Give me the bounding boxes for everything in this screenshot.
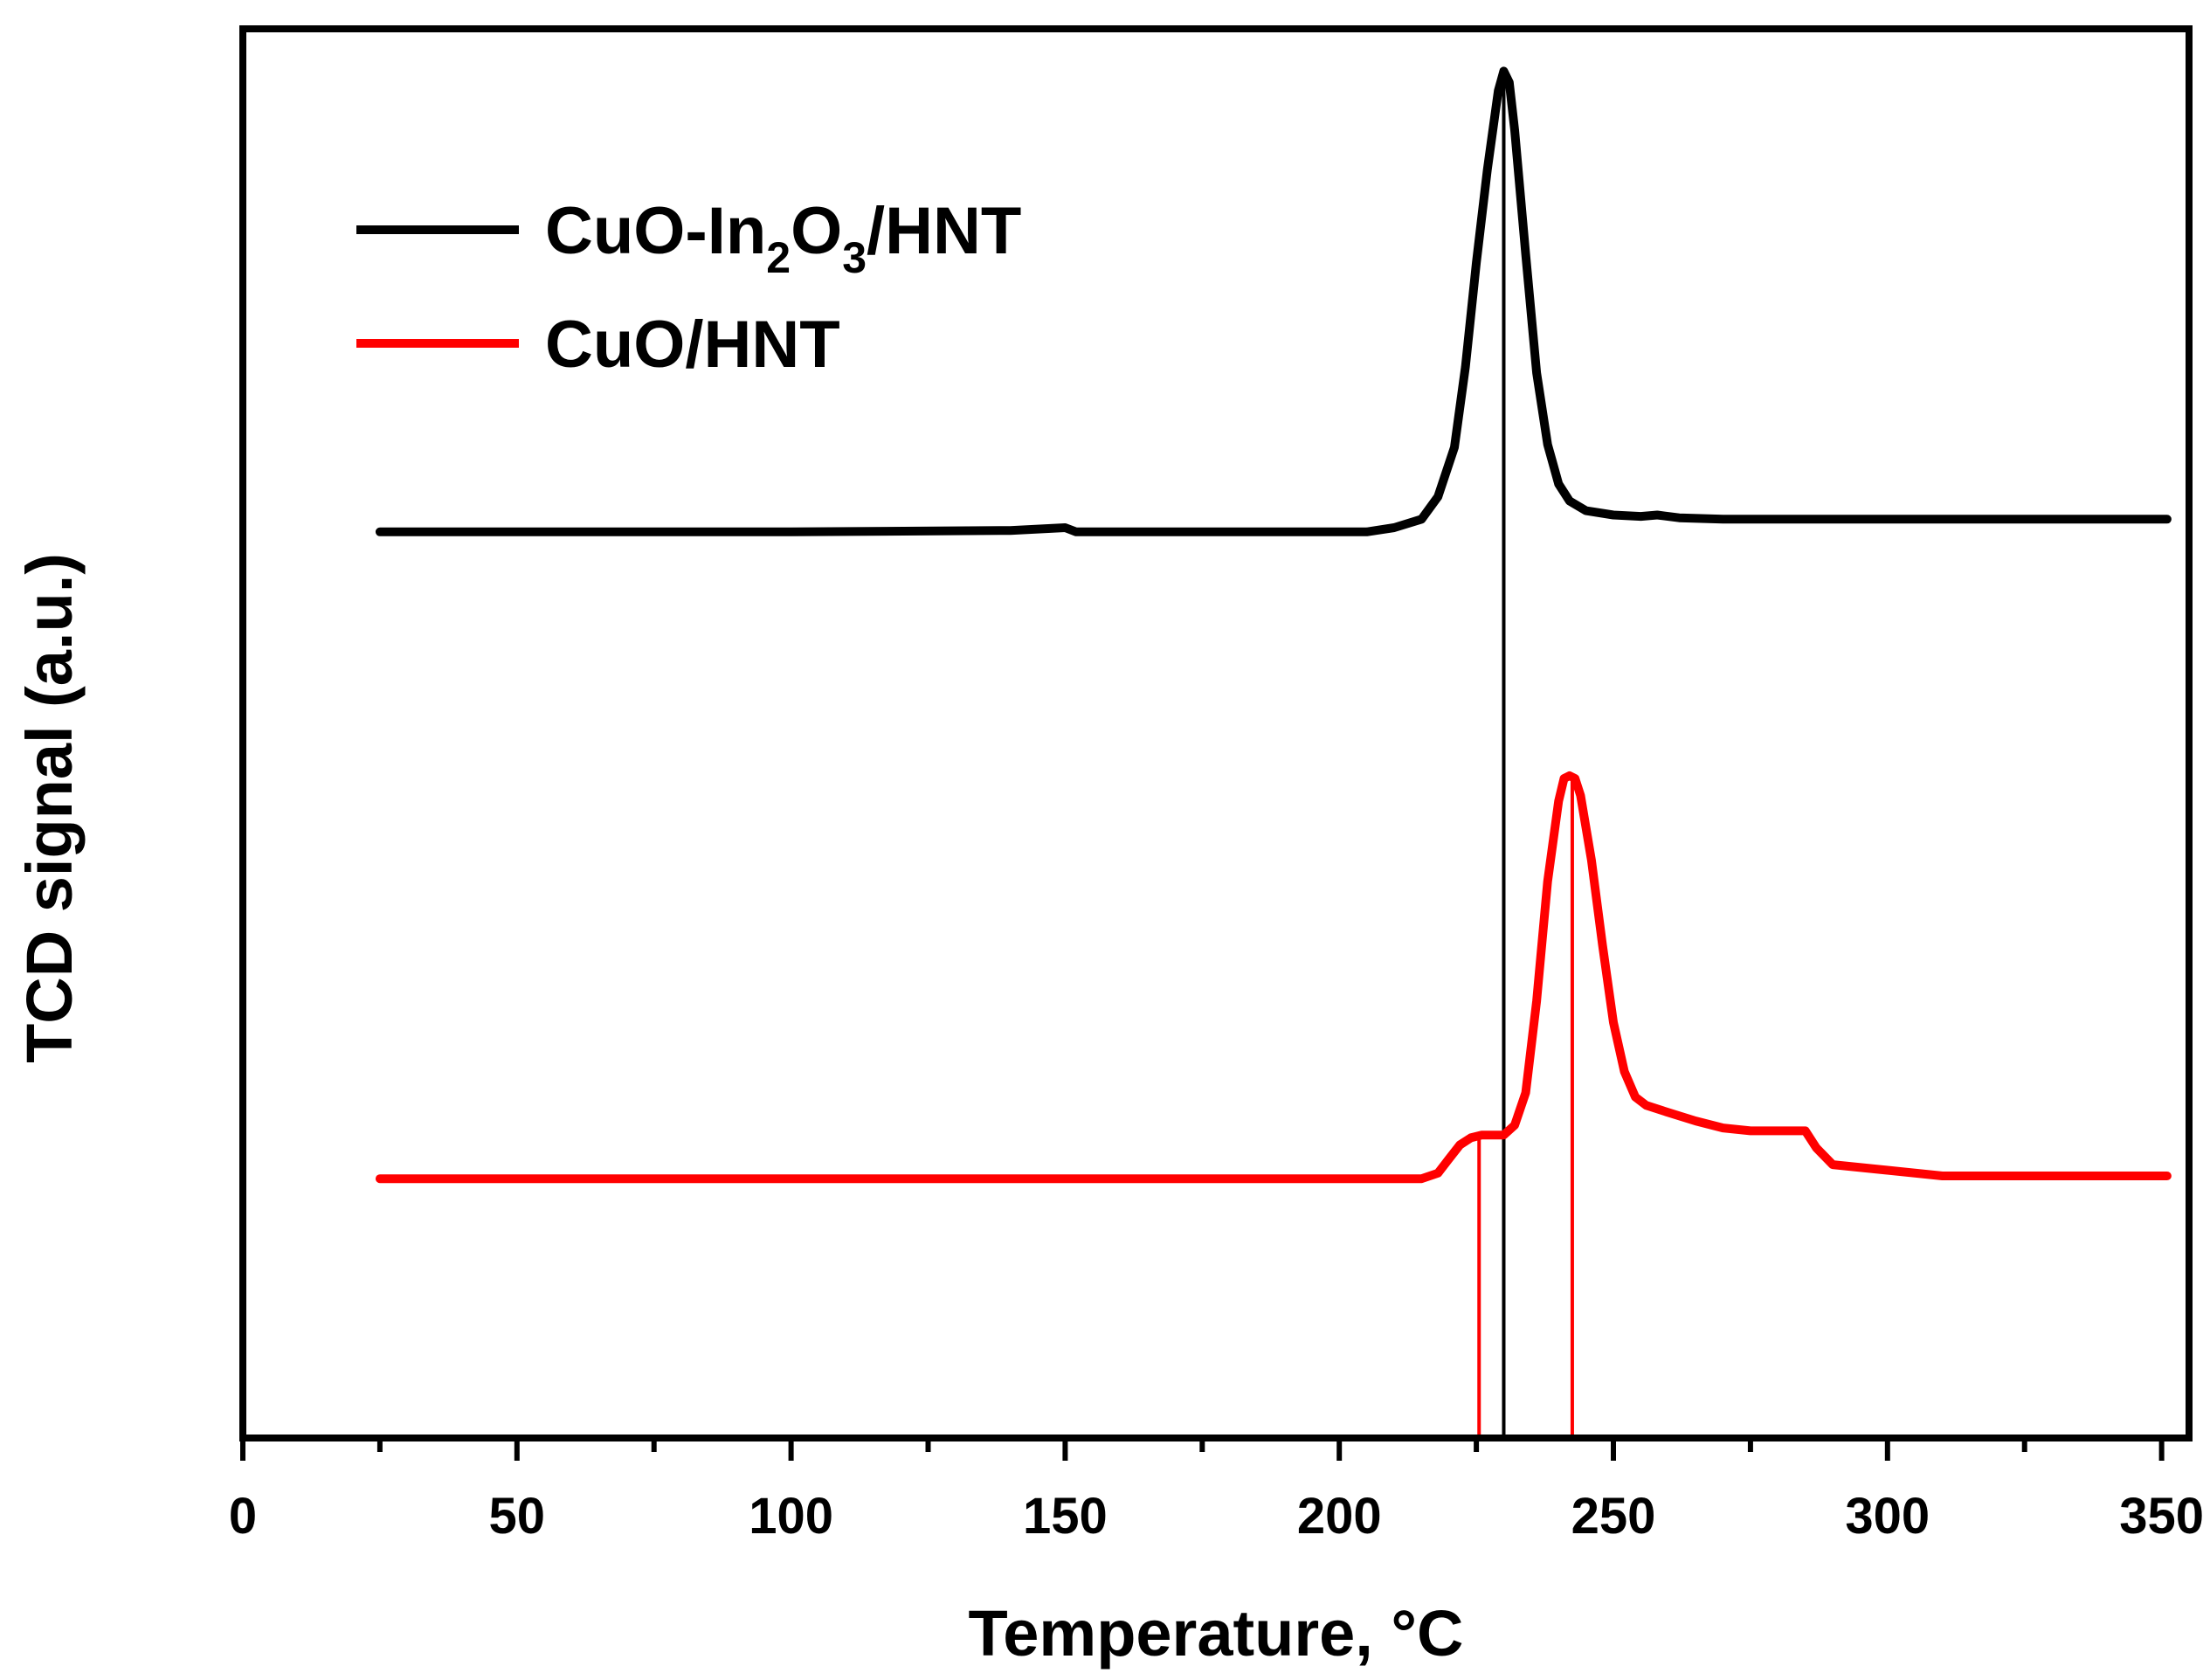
x-tick-label: 300 [1845,1488,1930,1545]
y-axis-title: TCD signal (a.u.) [13,553,86,1063]
series-lines [375,66,2172,1184]
series-line-1 [375,771,2172,1184]
x-tick-label: 50 [489,1488,546,1545]
x-tick-label: 250 [1571,1488,1656,1545]
legend-label-cuo-hnt: CuO/HNT [545,308,840,382]
x-tick-label: 200 [1297,1488,1382,1545]
x-tick-label: 100 [749,1488,833,1545]
reference-lines [1477,71,1574,1438]
plot-frame [239,25,2193,1441]
legend: CuO-In2O3/HNT CuO/HNT [356,194,1021,382]
series-line-0 [375,66,2172,536]
x-axis-ticks [240,1438,2165,1461]
x-tick-label: 150 [1023,1488,1108,1545]
x-tick-label: 0 [229,1488,257,1545]
x-axis-title: Temperature, °C [969,1597,1464,1670]
legend-label-cuo-in2o3-hnt: CuO-In2O3/HNT [545,194,1021,282]
x-axis-tick-labels: 0 50 100 150 200 250 300 350 [229,1488,2204,1545]
x-tick-label: 350 [2119,1488,2204,1545]
